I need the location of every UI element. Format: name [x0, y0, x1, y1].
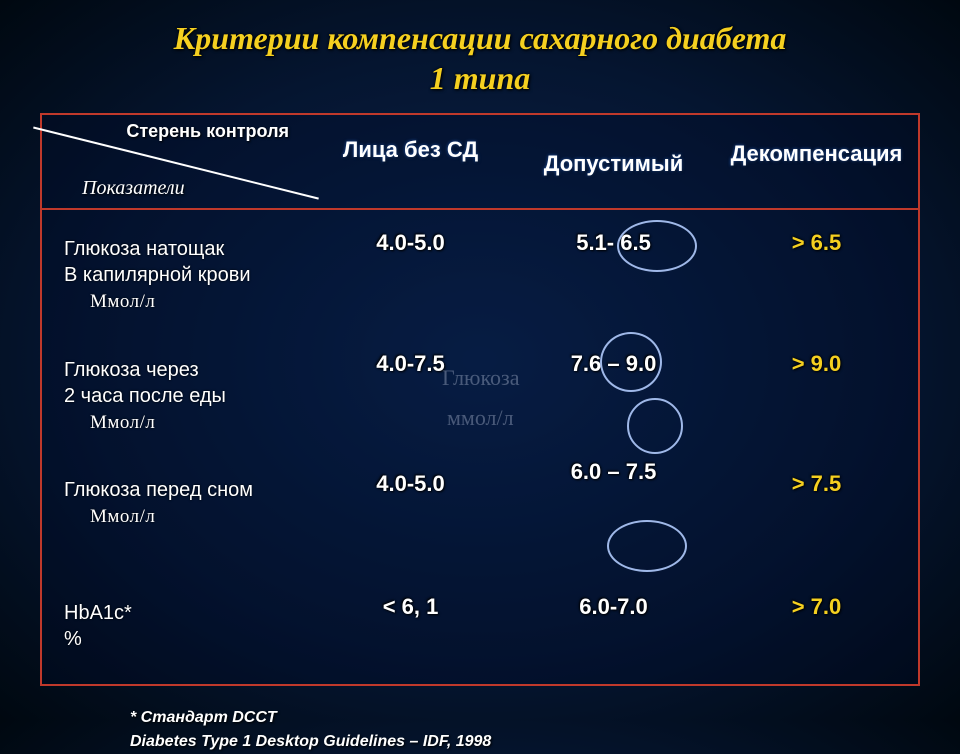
header-diagonal-cell: Стерень контроля Показатели: [42, 115, 309, 208]
param-label: Глюкоза через 2 часа после еды Ммол/л: [52, 353, 299, 446]
footnote-line-2: Diabetes Type 1 Desktop Guidelines – IDF…: [130, 730, 960, 754]
title-line-2: 1 типа: [0, 58, 960, 98]
header-col-2-label: Допустимый: [522, 123, 705, 176]
param-unit: Ммол/л: [64, 291, 155, 312]
table-body: Глюкоза натощак В капилярной крови Ммол/…: [42, 210, 918, 684]
footnote-line-1: * Стандарт DCCT: [130, 706, 960, 730]
value-cell-warn: > 6.5: [725, 230, 908, 256]
param-line1: Глюкоза перед сном: [64, 479, 253, 501]
header-indicators: Показатели: [82, 177, 185, 200]
param-line2: В капилярной крови: [64, 264, 251, 286]
table-row: Глюкоза натощак В капилярной крови Ммол/…: [42, 218, 918, 339]
value-cell-warn: > 9.0: [725, 351, 908, 377]
header-col-1: Лица без СД: [309, 115, 512, 208]
value-cell: 4.0-7.5: [319, 351, 502, 377]
table-header-row: Стерень контроля Показатели Лица без СД …: [42, 115, 918, 210]
value-cell: 4.0-5.0: [319, 230, 502, 256]
header-col-1-label: Лица без СД: [319, 123, 502, 162]
param-unit: Ммол/л: [64, 506, 155, 527]
value-cell: < 6, 1: [319, 594, 502, 620]
value-cell: 6.0-7.0: [522, 594, 705, 620]
value-cell-warn: > 7.0: [725, 594, 908, 620]
table-row: Глюкоза перед сном Ммол/л 4.0-5.0 6.0 – …: [42, 459, 918, 554]
value-cell: 6.0 – 7.5: [522, 459, 705, 485]
header-col-3: Декомпенсация: [715, 115, 918, 208]
header-col-3-label: Декомпенсация: [725, 123, 908, 166]
param-unit: Ммол/л: [64, 412, 155, 433]
param-line2: %: [64, 628, 82, 650]
footnote: * Стандарт DCCT Diabetes Type 1 Desktop …: [0, 706, 960, 754]
slide-title: Критерии компенсации сахарного диабета 1…: [0, 0, 960, 108]
table-row: HbA1c* % < 6, 1 6.0-7.0 > 7.0: [42, 582, 918, 676]
value-cell: 7.6 – 9.0: [522, 351, 705, 377]
param-line2: 2 часа после еды: [64, 385, 226, 407]
param-line1: HbA1c*: [64, 602, 132, 624]
value-cell: 5.1- 6.5: [522, 230, 705, 256]
param-line1: Глюкоза через: [64, 359, 199, 381]
title-line-1: Критерии компенсации сахарного диабета: [0, 18, 960, 58]
param-label: Глюкоза перед сном Ммол/л: [52, 473, 299, 540]
value-cell: 4.0-5.0: [319, 471, 502, 497]
param-label: Глюкоза натощак В капилярной крови Ммол/…: [52, 232, 299, 325]
table-row: Глюкоза через 2 часа после еды Ммол/л 4.…: [42, 339, 918, 460]
criteria-table: Стерень контроля Показатели Лица без СД …: [40, 113, 920, 686]
param-label: HbA1c* %: [52, 596, 299, 662]
header-control-degree: Стерень контроля: [126, 121, 289, 142]
param-line1: Глюкоза натощак: [64, 238, 224, 260]
value-cell-warn: > 7.5: [725, 471, 908, 497]
header-col-2: Допустимый: [512, 115, 715, 208]
